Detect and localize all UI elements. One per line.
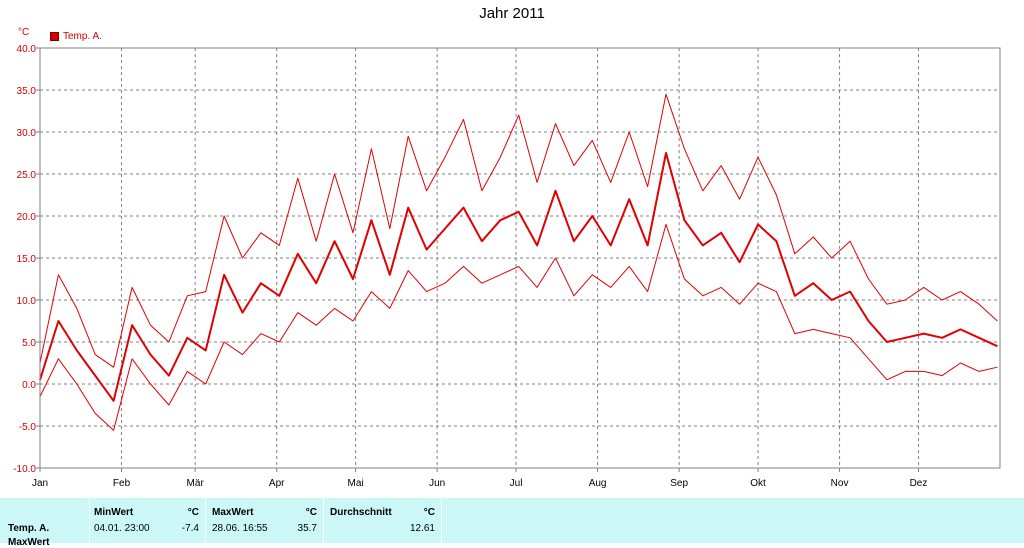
stats-avg-unit: °C	[423, 507, 435, 518]
stats-avg-cell: Durchschnitt °C 12.61	[324, 498, 442, 543]
x-tick-label: Sep	[670, 478, 688, 489]
legend: Temp. A.	[50, 31, 102, 42]
x-tick-label: Dez	[910, 478, 928, 489]
chart-title: Jahr 2011	[479, 5, 545, 22]
plot-frame	[39, 47, 1001, 469]
y-tick-label: 10.0	[17, 296, 37, 307]
stats-min-cell: MinWert °C 04.01. 23:00 -7.4	[90, 498, 206, 543]
y-axis-unit: °C	[18, 27, 30, 38]
x-tick-label: Mai	[348, 478, 364, 489]
legend-label: Temp. A.	[63, 31, 102, 42]
stats-max-header: MaxWert	[212, 507, 254, 518]
stats-max-value: 35.7	[297, 523, 317, 534]
temperature-chart: -10.0 -5.0 0.0 5.0 10.0 15.0 20.0 25.0 30.0 35.0 4…	[13, 44, 1001, 489]
y-tick-label: 35.0	[17, 86, 37, 97]
stats-min-unit: °C	[187, 507, 199, 518]
y-tick-label: 15.0	[17, 254, 37, 265]
y-tick-label: 5.0	[22, 338, 36, 349]
y-tick-label: -5.0	[19, 422, 37, 433]
x-tick-label: Aug	[589, 478, 607, 489]
statistics-panel: Temp. A. MaxWert MinWert °C 04.01. 23:00…	[0, 498, 1024, 548]
y-tick-label: 40.0	[17, 44, 37, 55]
y-tick-label: 30.0	[17, 128, 37, 139]
stats-min-header: MinWert	[94, 507, 134, 518]
y-tick-label: 0.0	[22, 380, 36, 391]
x-tick-label: Feb	[113, 478, 131, 489]
stats-min-value: -7.4	[181, 523, 199, 534]
stats-avg-value: 12.61	[409, 523, 435, 534]
series-line-daily-maximum	[39, 93, 998, 368]
x-tick-label: Jun	[429, 478, 445, 489]
x-tick-label: Okt	[750, 478, 766, 489]
series-group	[39, 93, 998, 431]
x-tick-label: Jul	[510, 478, 523, 489]
x-tick-label: Apr	[269, 478, 285, 489]
legend-swatch-icon	[50, 32, 59, 41]
stats-row-label: Temp. A.	[8, 523, 50, 534]
series-line-daily-mean	[39, 152, 998, 402]
x-tick-label: Mär	[187, 478, 205, 489]
x-tick-label: Nov	[831, 478, 849, 489]
y-tick-label: 20.0	[17, 212, 37, 223]
x-tick-label: Jan	[32, 478, 48, 489]
stats-min-timestamp: 04.01. 23:00	[94, 523, 150, 534]
y-tick-label: -10.0	[13, 464, 36, 475]
stats-avg-header: Durchschnitt	[330, 507, 392, 518]
x-axis: Jan Feb Mär Apr Mai Jun Jul Aug Sep Okt Nov Dez	[32, 468, 927, 489]
stats-max-unit: °C	[305, 507, 317, 518]
stats-max-cell: MaxWert °C 28.06. 16:55 35.7	[206, 498, 324, 543]
stats-label-cell: Temp. A. MaxWert	[0, 498, 90, 548]
y-tick-label: 25.0	[17, 170, 37, 181]
series-line-daily-minimum	[39, 223, 998, 431]
y-axis: -10.0 -5.0 0.0 5.0 10.0 15.0 20.0 25.0 30.0 35.0 4…	[13, 44, 40, 475]
stats-max-timestamp: 28.06. 16:55	[212, 523, 268, 534]
